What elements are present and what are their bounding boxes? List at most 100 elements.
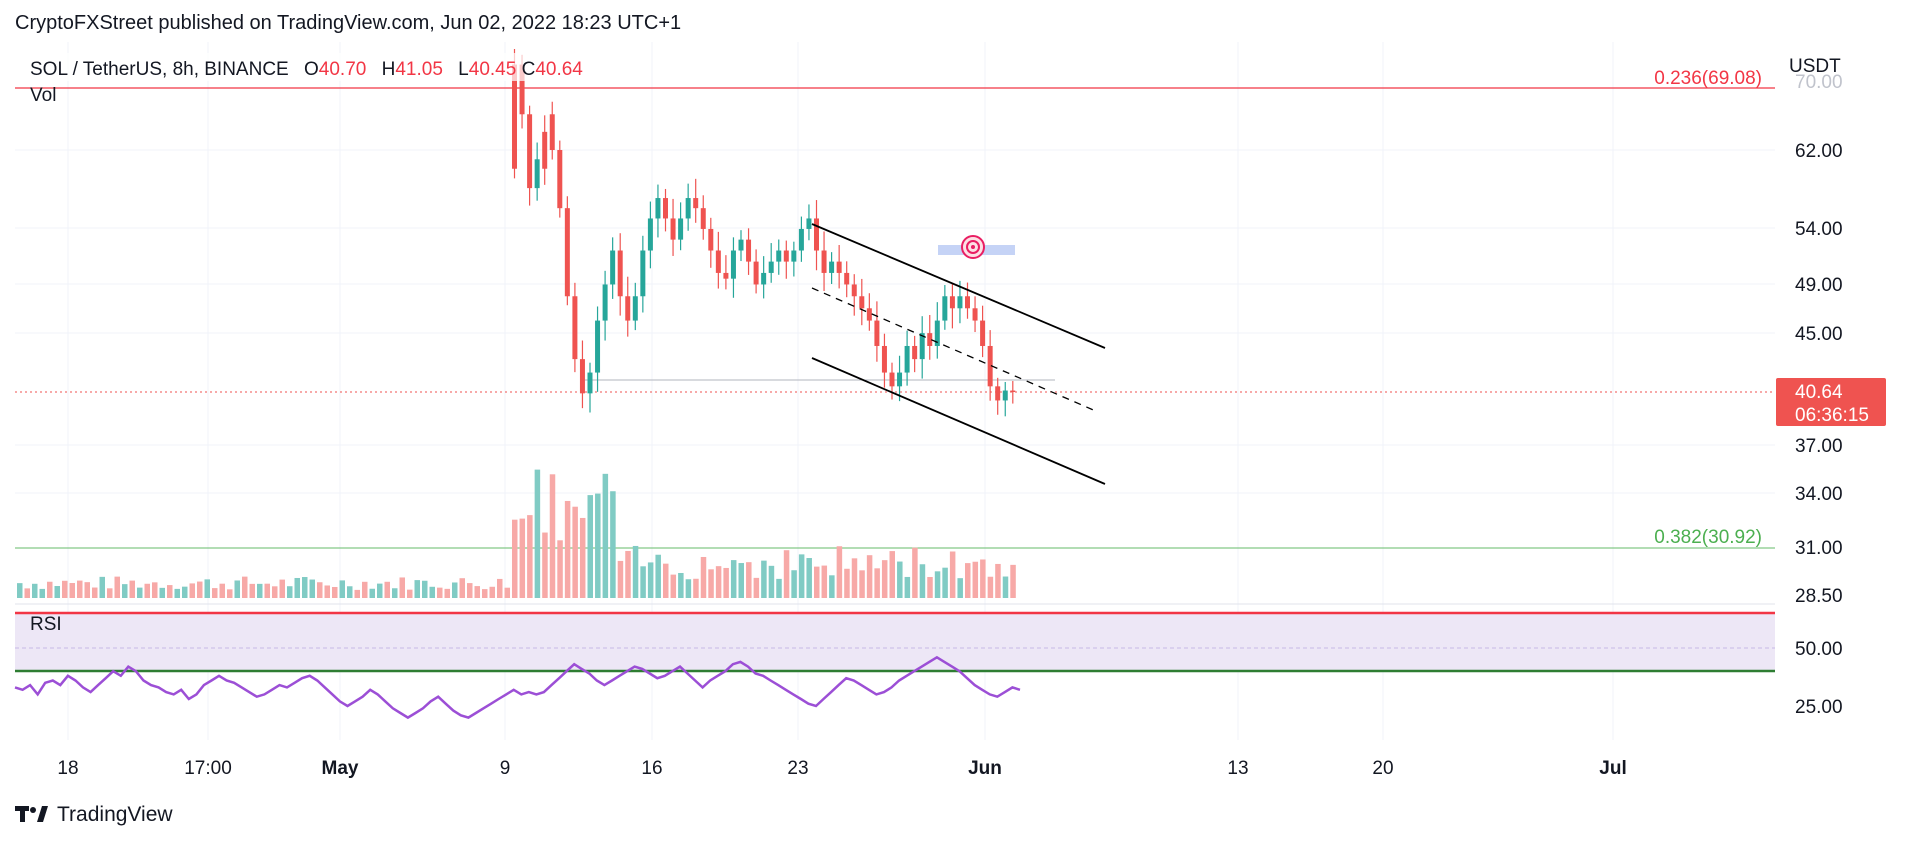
price-tick: 54.00 [1795, 219, 1843, 240]
date-tick: 23 [787, 758, 808, 779]
candle-body [512, 64, 517, 169]
volume-bar [17, 583, 23, 598]
fib-label-0382: 0.382(30.92) [1654, 527, 1762, 548]
candle-body [753, 261, 759, 285]
volume-bar [384, 581, 390, 598]
channel-mid-line[interactable] [811, 287, 1099, 413]
candle-body [806, 218, 812, 229]
volume-bar [791, 570, 797, 598]
rsi-label: RSI [30, 614, 62, 635]
volume-bar [347, 586, 353, 598]
candle-body [632, 296, 638, 321]
date-tick: 13 [1227, 758, 1248, 779]
volume-bar [92, 587, 98, 598]
price-tick: 34.00 [1795, 484, 1843, 505]
candle-body [768, 261, 774, 273]
close-key: C [522, 59, 536, 80]
volume-bar [685, 579, 692, 598]
candle-body [647, 218, 653, 251]
candle-body [700, 208, 706, 229]
price-tick: 37.00 [1795, 436, 1843, 457]
candle-body [965, 296, 970, 309]
candle-body [625, 296, 631, 321]
candle-body [814, 218, 819, 251]
volume-bar [182, 586, 188, 598]
candle-body [693, 198, 699, 209]
volume-bar [557, 540, 563, 598]
candle-body [987, 345, 993, 387]
volume-bar [972, 561, 979, 598]
volume-bar [708, 569, 714, 598]
volume-bar [32, 583, 38, 598]
volume-bar [197, 581, 203, 598]
volume-bar [806, 558, 812, 598]
volume-bar [392, 588, 398, 598]
volume-bar [324, 585, 330, 598]
candle-body [678, 218, 684, 240]
volume-bar [114, 576, 120, 598]
candle-body [776, 250, 782, 262]
candle-body [897, 372, 903, 387]
volume-bar [167, 585, 173, 598]
candle-body [919, 333, 925, 360]
volume-bar [137, 587, 143, 598]
volume-bar [564, 500, 571, 598]
open-value: 40.70 [319, 59, 367, 80]
rsi-tick: 25.00 [1795, 697, 1843, 718]
volume-bar [414, 580, 420, 598]
candle-body [602, 284, 608, 321]
volume-bar [309, 579, 315, 598]
volume-bar [761, 560, 767, 598]
channel-lower-line[interactable] [811, 357, 1106, 485]
date-tick: 17:00 [184, 758, 232, 779]
last-price-value: 40.64 [1795, 382, 1843, 403]
volume-bar [965, 563, 971, 598]
channel-upper-line[interactable] [811, 223, 1106, 349]
volume-bar [242, 576, 248, 598]
price-scale[interactable]: USDT 70.00 62.00 54.00 49.00 45.00 37.00… [1775, 42, 1910, 744]
time-axis[interactable]: 18 17:00 May 9 16 23 Jun 13 20 Jul [57, 758, 1626, 779]
date-tick: May [322, 758, 359, 779]
volume-bar [700, 556, 707, 598]
volume-bar [489, 586, 495, 598]
tradingview-logo-icon [15, 806, 48, 822]
volume-bar [212, 588, 218, 598]
descending-channel[interactable] [811, 223, 1106, 485]
volume-bar [24, 588, 30, 598]
candle-body [534, 159, 540, 189]
candle-body [836, 261, 842, 273]
volume-bar [62, 580, 68, 598]
volume-label: Vol [30, 85, 56, 106]
volume-bar [129, 580, 135, 598]
date-tick: 9 [500, 758, 511, 779]
tradingview-logo[interactable]: TradingView [15, 803, 173, 827]
volume-bar [497, 578, 503, 598]
volume-bar [504, 587, 510, 598]
volume-bar [512, 519, 518, 598]
candle-body [723, 272, 729, 279]
volume-bar [302, 577, 308, 598]
volume-bar [527, 515, 533, 598]
volume-bar [69, 583, 75, 598]
target-icon [966, 240, 980, 254]
candle-body [904, 345, 910, 373]
volume-bar [279, 579, 285, 598]
candle-body [564, 208, 570, 297]
candle-body [655, 198, 661, 219]
volume-bar [542, 532, 548, 598]
volume-bar [632, 545, 639, 598]
target-marker[interactable] [938, 235, 1015, 259]
candle-body [881, 345, 887, 373]
volume-bar [429, 586, 435, 598]
volume-bar [294, 577, 300, 598]
volume-bar [595, 493, 601, 598]
candles[interactable] [512, 49, 1016, 417]
candle-body [859, 296, 865, 309]
volume-bar [821, 565, 828, 598]
rsi-line[interactable] [14, 655, 1021, 720]
volume-bar [444, 588, 450, 598]
volume-bar [264, 583, 270, 598]
candle-body [829, 261, 835, 273]
volume-bar [339, 580, 345, 598]
